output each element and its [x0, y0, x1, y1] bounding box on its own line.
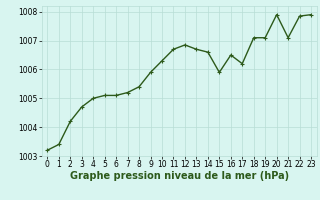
- X-axis label: Graphe pression niveau de la mer (hPa): Graphe pression niveau de la mer (hPa): [70, 171, 289, 181]
